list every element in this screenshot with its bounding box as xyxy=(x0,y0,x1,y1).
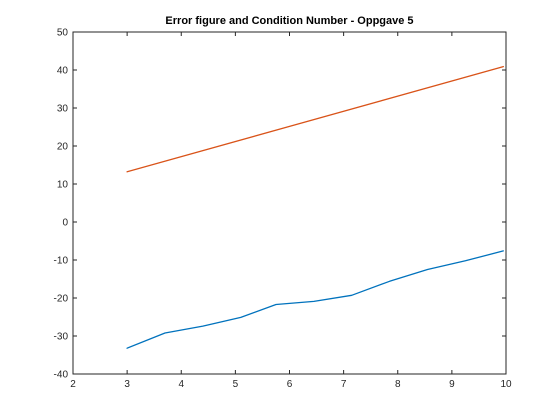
y-tick-label: -10 xyxy=(54,256,69,267)
y-tick-label: 20 xyxy=(57,142,69,153)
plot-area: 2 3 4 5 6 7 8 9 10 -40 -30 -20 -10 0 10 20 30 40 50 xyxy=(54,28,512,391)
chart-title: Error figure and Condition Number - Oppg… xyxy=(165,15,413,27)
axes-box xyxy=(72,31,507,375)
x-tick-label: 9 xyxy=(449,379,455,390)
series-line-2 xyxy=(126,65,504,173)
y-tick-label: 30 xyxy=(57,104,69,115)
y-tick-label: -40 xyxy=(54,370,69,381)
y-tick-label: 0 xyxy=(62,218,68,229)
x-tick-label: 2 xyxy=(70,379,76,390)
x-tick-label: 10 xyxy=(500,379,512,390)
x-tick-label: 8 xyxy=(395,379,401,390)
x-tick-label: 3 xyxy=(124,379,130,390)
y-tick-label: 50 xyxy=(57,28,69,39)
y-tick-label: -20 xyxy=(54,294,69,305)
x-tick-label: 4 xyxy=(178,379,184,390)
y-tick-label: -30 xyxy=(54,332,69,343)
x-tick-label: 5 xyxy=(233,379,239,390)
x-tick-label: 7 xyxy=(341,379,347,390)
series-line-1 xyxy=(126,250,504,349)
y-tick-label: 40 xyxy=(57,66,69,77)
x-tick-label: 6 xyxy=(287,379,293,390)
y-tick-label: 10 xyxy=(57,180,69,191)
